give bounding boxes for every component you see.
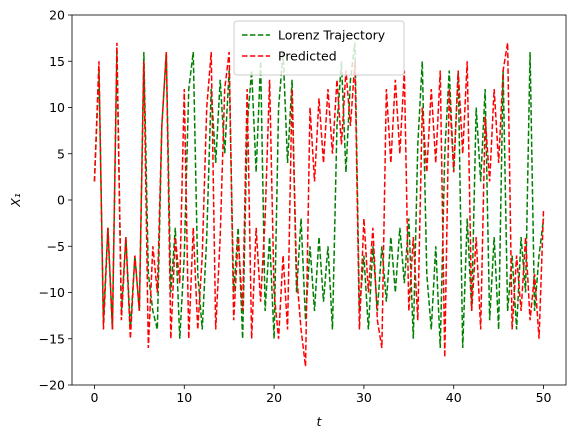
x-tick-label: 10	[176, 390, 192, 405]
x-tick-label: 30	[356, 390, 372, 405]
y-tick-label: 15	[49, 54, 65, 69]
x-axis-label: t	[317, 414, 323, 429]
legend-box	[233, 20, 405, 76]
y-tick-label: 20	[49, 8, 65, 23]
legend-label: Predicted	[278, 49, 337, 64]
x-tick-label: 40	[446, 390, 462, 405]
y-tick-label: −15	[39, 331, 65, 346]
series-line	[93, 42, 545, 367]
y-tick-label: 0	[57, 193, 65, 208]
y-tick-label: −20	[39, 378, 65, 393]
x-tick-label: 0	[90, 390, 98, 405]
series-line	[93, 42, 545, 349]
y-tick-label: 5	[57, 146, 65, 161]
legend-label: Lorenz Trajectory	[278, 28, 386, 43]
x-tick-label: 20	[266, 390, 282, 405]
y-tick-label: 10	[49, 100, 65, 115]
y-axis-label: X₁	[8, 193, 23, 208]
x-tick-label: 50	[536, 390, 552, 405]
y-tick-label: −5	[47, 239, 65, 254]
y-tick-label: −10	[39, 285, 65, 300]
